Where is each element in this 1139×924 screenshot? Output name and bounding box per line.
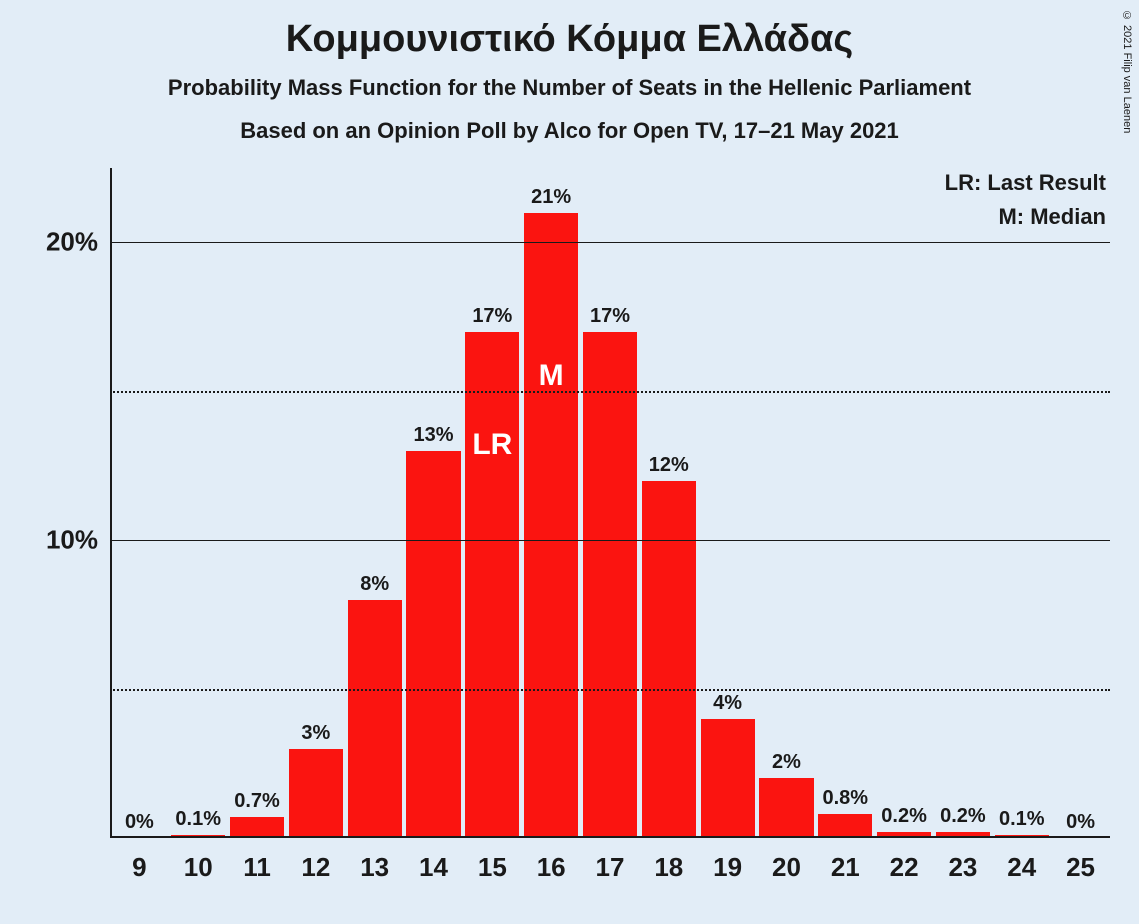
x-tick-label: 21 (831, 838, 860, 883)
bar-slot: 21%16M (524, 168, 578, 838)
bar-value-label: 0.8% (822, 787, 868, 810)
bar-value-label: 8% (360, 573, 389, 596)
x-tick-label: 22 (890, 838, 919, 883)
bar-value-label: 4% (713, 692, 742, 715)
gridline-minor (110, 689, 1110, 691)
bar-value-label: 17% (472, 305, 512, 328)
bar (701, 719, 755, 838)
bar-slot: 17%17 (583, 168, 637, 838)
bars-container: 0%90.1%100.7%113%128%1313%1417%15LR21%16… (110, 168, 1110, 838)
chart-canvas: © 2021 Filip van Laenen Κομμουνιστικό Κό… (0, 0, 1139, 924)
bar (348, 600, 402, 838)
bar-slot: 13%14 (406, 168, 460, 838)
plot-area: LR: Last Result M: Median 0%90.1%100.7%1… (110, 168, 1110, 838)
bar (642, 481, 696, 838)
bar-value-label: 0.2% (881, 805, 927, 828)
y-axis-line (110, 168, 112, 838)
bar-inner-label-m: M (539, 359, 564, 393)
x-axis-line (110, 836, 1110, 838)
bar-slot: 8%13 (348, 168, 402, 838)
gridline-minor (110, 391, 1110, 393)
bar-value-label: 3% (301, 722, 330, 745)
x-tick-label: 11 (243, 838, 271, 883)
bar-slot: 3%12 (289, 168, 343, 838)
bar-value-label: 0% (1066, 811, 1095, 834)
x-tick-label: 20 (772, 838, 801, 883)
bar-value-label: 0.7% (234, 790, 280, 813)
bar-slot: 0.8%21 (818, 168, 872, 838)
bar (583, 332, 637, 838)
y-tick-label: 10% (46, 525, 110, 556)
bar-slot: 12%18 (642, 168, 696, 838)
chart-subtitle-2: Based on an Opinion Poll by Alco for Ope… (0, 118, 1139, 144)
bar-slot: 0.7%11 (230, 168, 284, 838)
bar-slot: 0.2%22 (877, 168, 931, 838)
bar-value-label: 0.1% (999, 808, 1045, 831)
bar (289, 749, 343, 838)
bar-value-label: 2% (772, 751, 801, 774)
gridline-major (110, 242, 1110, 243)
bar-inner-label-lr: LR (472, 428, 512, 462)
bar-value-label: 13% (414, 424, 454, 447)
x-tick-label: 14 (419, 838, 448, 883)
bar-slot: 17%15LR (465, 168, 519, 838)
bar-value-label: 17% (590, 305, 630, 328)
bar (759, 778, 813, 838)
bar-slot: 4%19 (701, 168, 755, 838)
bar-slot: 0%9 (112, 168, 166, 838)
x-tick-label: 10 (184, 838, 213, 883)
bar (465, 332, 519, 838)
gridline-major (110, 540, 1110, 541)
bar-slot: 0.1%24 (995, 168, 1049, 838)
x-tick-label: 16 (537, 838, 566, 883)
x-tick-label: 19 (713, 838, 742, 883)
x-tick-label: 13 (360, 838, 389, 883)
x-tick-label: 25 (1066, 838, 1095, 883)
bar (818, 814, 872, 838)
bar-value-label: 12% (649, 454, 689, 477)
x-tick-label: 15 (478, 838, 507, 883)
y-tick-label: 20% (46, 227, 110, 258)
bar-slot: 0%25 (1054, 168, 1108, 838)
chart-subtitle-1: Probability Mass Function for the Number… (0, 75, 1139, 101)
x-tick-label: 18 (654, 838, 683, 883)
bar-value-label: 0.2% (940, 805, 986, 828)
bar-value-label: 0% (125, 811, 154, 834)
bar-value-label: 21% (531, 186, 571, 209)
x-tick-label: 24 (1007, 838, 1036, 883)
bar (406, 451, 460, 838)
chart-title: Κομμουνιστικό Κόμμα Ελλάδας (0, 18, 1139, 61)
bar (230, 817, 284, 838)
x-tick-label: 12 (301, 838, 330, 883)
bar-slot: 0.2%23 (936, 168, 990, 838)
bar (524, 213, 578, 838)
x-tick-label: 17 (596, 838, 625, 883)
bar-slot: 0.1%10 (171, 168, 225, 838)
x-tick-label: 23 (948, 838, 977, 883)
bar-slot: 2%20 (759, 168, 813, 838)
x-tick-label: 9 (132, 838, 146, 883)
bar-value-label: 0.1% (175, 808, 221, 831)
